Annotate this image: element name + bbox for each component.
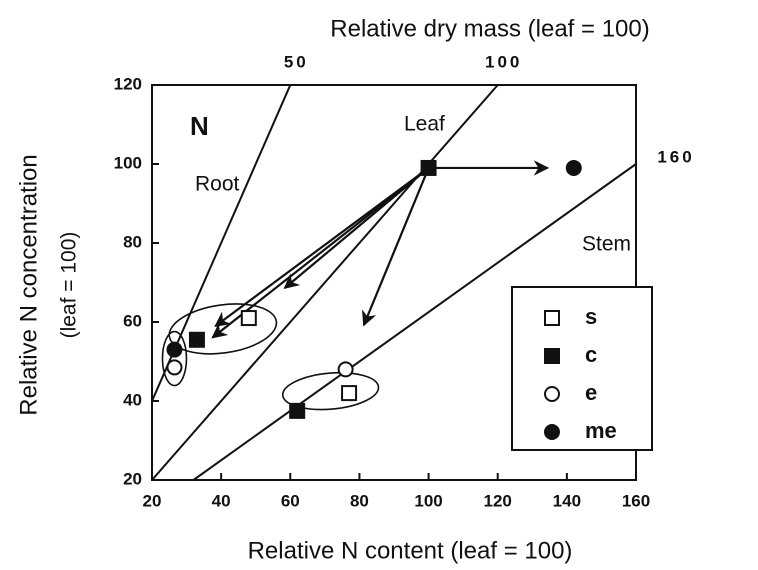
annotation: Root bbox=[195, 173, 240, 196]
legend-label: me bbox=[585, 418, 617, 443]
x-tick-label: 100 bbox=[414, 491, 442, 510]
point bbox=[188, 331, 205, 348]
arrow bbox=[362, 167, 430, 327]
legend-symbol bbox=[544, 310, 560, 326]
legend bbox=[511, 286, 653, 451]
point bbox=[337, 361, 354, 378]
group-ellipse bbox=[281, 371, 380, 411]
x-tick-label: 40 bbox=[212, 491, 231, 510]
point bbox=[240, 310, 257, 327]
y-tick-label: 100 bbox=[114, 153, 142, 172]
x-tick-label: 160 bbox=[622, 491, 650, 510]
y-tick-label: 40 bbox=[123, 390, 142, 409]
plot-frame bbox=[151, 84, 637, 481]
x-tick-label: 140 bbox=[553, 491, 581, 510]
point bbox=[289, 402, 306, 419]
y-tick-label: 120 bbox=[114, 74, 142, 93]
x-tick-label: 120 bbox=[484, 491, 512, 510]
legend-label: e bbox=[585, 380, 597, 405]
legend-symbol bbox=[544, 386, 560, 402]
x-tick-label: 60 bbox=[281, 491, 300, 510]
arrow bbox=[214, 167, 430, 327]
legend-label: c bbox=[585, 342, 597, 367]
annotation: Leaf bbox=[404, 113, 445, 136]
legend-label: s bbox=[585, 304, 597, 329]
y-tick-label: 60 bbox=[123, 311, 142, 330]
y-axis-label: Relative N concentration bbox=[15, 154, 42, 415]
top-axis-title: Relative dry mass (leaf = 100) bbox=[330, 15, 649, 42]
legend-symbol bbox=[544, 424, 560, 440]
group-ellipse bbox=[161, 330, 188, 387]
mass-line bbox=[192, 163, 637, 481]
y-tick-label: 80 bbox=[123, 232, 142, 251]
x-axis-label: Relative N content (leaf = 100) bbox=[248, 537, 573, 564]
x-tick-label: 80 bbox=[350, 491, 369, 510]
mass-line-label: 160 bbox=[657, 147, 694, 166]
mass-line-label: 100 bbox=[485, 52, 522, 71]
group-ellipse bbox=[168, 303, 278, 355]
point bbox=[420, 159, 437, 176]
point bbox=[341, 385, 358, 402]
annotation: Stem bbox=[582, 233, 631, 256]
y-tick-label: 20 bbox=[123, 469, 142, 488]
arrow bbox=[211, 167, 430, 339]
x-tick-label: 20 bbox=[143, 491, 162, 510]
legend-symbol bbox=[544, 348, 560, 364]
point bbox=[166, 359, 183, 376]
point bbox=[565, 159, 582, 176]
mass-line-label: 50 bbox=[284, 52, 309, 71]
point bbox=[166, 341, 183, 358]
y-axis-label: (leaf = 100) bbox=[58, 232, 81, 339]
mass-line bbox=[151, 84, 499, 481]
panel-letter: N bbox=[190, 111, 209, 141]
